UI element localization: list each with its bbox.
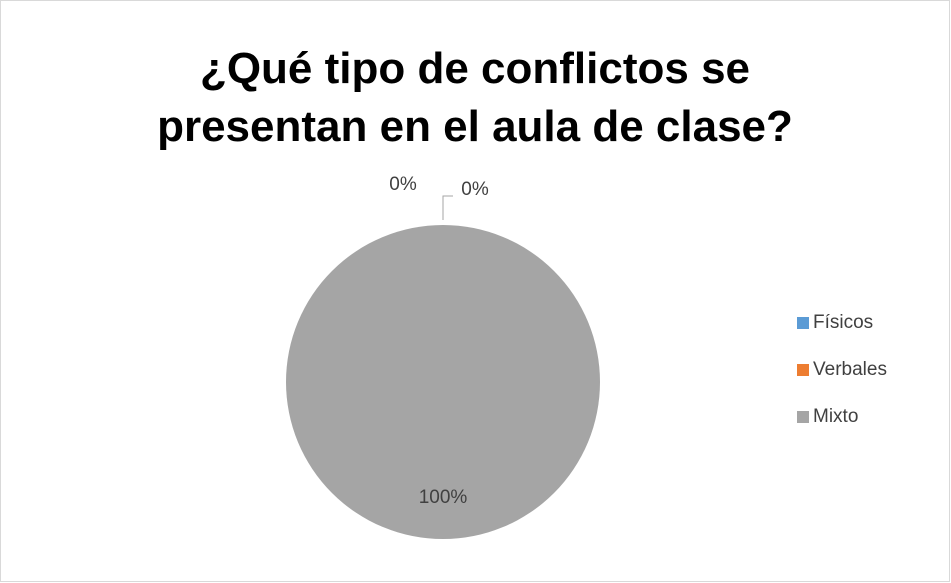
legend-label: Verbales <box>813 359 887 380</box>
chart-title: ¿Qué tipo de conflictos se presentan en … <box>157 44 793 151</box>
leader-line <box>442 195 453 220</box>
legend-label: Mixto <box>813 406 858 427</box>
data-label: 0% <box>461 179 489 200</box>
legend-swatch <box>797 364 809 376</box>
pie-slice <box>286 225 600 539</box>
legend-swatch <box>797 317 809 329</box>
data-label: 100% <box>419 487 468 508</box>
data-label: 0% <box>389 174 417 195</box>
legend-label: Físicos <box>813 312 873 333</box>
legend-swatch <box>797 411 809 423</box>
